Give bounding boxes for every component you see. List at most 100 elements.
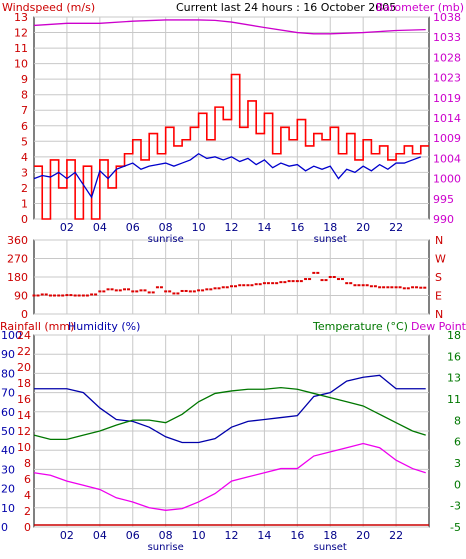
rainfall-tick-label: 20 [17,361,31,374]
direction-point [81,294,85,297]
humidity-tick-label: 10 [1,502,15,515]
barometer-tick-label: 1009 [433,132,461,145]
direction-point [40,293,44,296]
direction-point [61,294,65,297]
temperature-line [33,386,426,440]
compass-tick-label: S [435,271,442,284]
direction-point [258,283,262,286]
direction-point [192,290,196,293]
direction-point [365,284,369,287]
direction-point [308,278,312,281]
direction-point [275,282,279,285]
temperature-tick-label: 18 [447,329,461,342]
windspeed-tick-label: 2 [21,182,28,195]
direction-point [205,288,209,291]
direction-point [238,284,242,287]
x-tick-label: 12 [225,529,239,542]
x-tick-label: 04 [93,221,107,234]
x-tick-label: 12 [225,221,239,234]
temperature-tick-label: 16 [447,350,461,363]
x-tick-label: 22 [389,529,403,542]
humidity-tick-label: 20 [1,483,15,496]
direction-point [332,276,336,278]
direction-point [180,289,184,292]
direction-point [378,286,382,289]
humidity-tick-label: 70 [1,387,15,400]
barometer-tick-label: 1028 [433,51,461,64]
direction-point [201,289,205,292]
rainfall-axis-title: Rainfall (mm) [0,320,74,333]
direction-point [394,286,398,289]
direction-point [357,284,361,287]
direction-point [102,290,106,293]
direction-tick-label: 0 [21,308,28,321]
compass-tick-label: E [435,290,442,303]
direction-point [234,285,237,288]
direction-point [316,271,320,274]
direction-point [312,271,316,274]
direction-point [328,276,332,278]
temperature-axis-title: Temperature (°C) [312,320,408,333]
temperature-tick-label: -5 [450,521,461,534]
direction-point [320,279,324,282]
direction-point [254,283,258,286]
direction-point [90,293,94,296]
rainfall-tick-label: 16 [17,393,31,406]
direction-point [114,289,118,292]
windspeed-tick-label: 11 [14,42,28,55]
humidity-axis-title: Humidity (%) [68,320,140,333]
rainfall-tick-label: 22 [17,345,31,358]
x-tick-label: 04 [93,529,107,542]
x-tick-label: 16 [290,529,304,542]
direction-point [336,278,340,281]
direction-point [230,285,233,288]
direction-point [159,286,163,289]
humidity-line [34,374,426,444]
direction-point [304,278,308,281]
direction-point [423,286,427,289]
mark-layer [32,19,429,526]
direction-point [172,292,176,295]
temperature-tick-label: 0 [454,478,461,491]
windspeed-tick-label: 13 [14,11,28,24]
x-tick-label: 02 [60,221,74,234]
direction-point [386,286,390,289]
barometer-tick-label: 1023 [433,72,461,85]
direction-point [94,293,98,296]
direction-point [73,294,77,297]
direction-tick-label: 180 [7,271,28,284]
rainfall-tick-label: 12 [17,425,31,438]
direction-point [406,287,410,290]
direction-point [155,286,159,289]
direction-point [52,294,56,297]
direction-point [131,290,135,293]
direction-point [246,284,250,287]
direction-point [168,290,172,293]
direction-point [164,290,168,293]
humidity-tick-label: 0 [1,521,8,534]
x-tick-label: 06 [126,529,140,542]
direction-point [279,281,283,284]
compass-tick-label: N [435,308,443,321]
direction-point [85,294,89,297]
direction-point [57,294,61,297]
x-tick-label: 06 [126,221,140,234]
barometer-tick-label: 1019 [433,92,461,105]
sunrise-label: sunrise [148,234,184,245]
barometer-axis-title: Barometer (mb) [376,1,464,14]
temperature-tick-label: 8 [454,414,461,427]
direction-point [77,294,81,297]
sunset-label: sunset [314,234,347,245]
direction-point [106,288,110,291]
direction-point [48,294,52,297]
direction-point [213,287,217,290]
direction-point [44,293,48,296]
direction-point [271,282,275,285]
rainfall-tick-label: 0 [24,521,31,534]
x-tick-label: 20 [356,529,370,542]
direction-point [415,286,419,289]
direction-point [390,286,394,289]
temperature-tick-label: 11 [447,393,461,406]
barometer-tick-label: 1004 [433,152,461,165]
